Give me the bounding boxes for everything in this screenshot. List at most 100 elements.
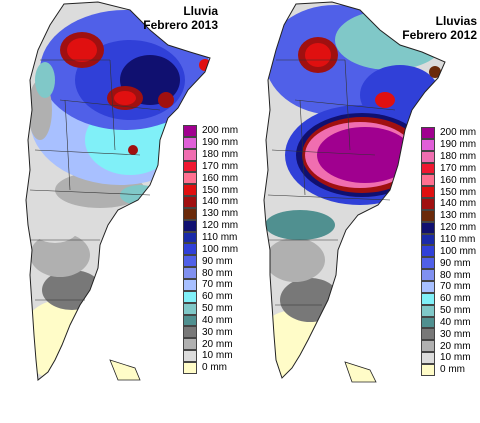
legend-swatch — [421, 257, 435, 270]
legend-row: 50 mm — [421, 304, 476, 317]
legend-row: 180 mm — [421, 150, 477, 163]
legend-row: 180 mm — [183, 148, 239, 161]
legend-row: 70 mm — [421, 280, 476, 293]
legend-label: 110 mm — [440, 234, 476, 246]
legend-label: 70 mm — [202, 279, 233, 291]
legend-label: 80 mm — [202, 267, 233, 279]
legend-label: 10 mm — [440, 352, 471, 364]
legend-row: 20 mm — [183, 338, 238, 351]
legend-swatch — [183, 219, 197, 232]
legend-label: 40 mm — [440, 316, 471, 328]
legend-label: 140 mm — [440, 198, 477, 210]
legend-row: 0 mm — [421, 363, 476, 376]
legend-label: 180 mm — [202, 149, 239, 161]
legend-row: 90 mm — [183, 255, 238, 268]
legend-label: 120 mm — [202, 220, 239, 232]
legend-row: 90 mm — [421, 257, 476, 270]
legend-swatch — [421, 340, 435, 353]
legend-swatch — [183, 338, 197, 351]
legend-row: 170 mm — [421, 162, 476, 175]
legend-row: 150 mm — [183, 184, 238, 197]
legend-label: 170 mm — [202, 160, 239, 172]
legend-row: 190 mm — [421, 138, 476, 151]
legend-2012: 200 mm 190 mm 180 mm 170 mm 160 mm 150 mm 140 … — [421, 127, 476, 376]
legend-label: 50 mm — [440, 305, 471, 317]
legend-swatch — [183, 267, 197, 279]
legend-row: 50 mm — [183, 302, 238, 315]
legend-swatch — [183, 326, 197, 339]
legend-swatch — [421, 127, 435, 139]
title-2012: Lluvias Febrero 2012 — [402, 14, 477, 42]
legend-row: 100 mm — [183, 243, 239, 256]
legend-row: 160 mm — [183, 172, 239, 185]
legend-row: 200 mm — [183, 125, 238, 137]
legend-swatch — [183, 196, 197, 208]
legend-swatch — [421, 174, 435, 187]
legend-swatch — [421, 198, 435, 210]
legend-row: 200 mm — [421, 127, 476, 139]
legend-row: 60 mm — [183, 290, 238, 303]
legend-label: 20 mm — [440, 340, 471, 352]
title-2013: Lluvia Febrero 2013 — [143, 4, 218, 32]
legend-label: 200 mm — [440, 127, 477, 139]
legend-swatch — [183, 243, 197, 256]
legend-row: 110 mm — [183, 231, 238, 244]
legend-swatch — [183, 278, 197, 291]
legend-row: 30 mm — [183, 326, 238, 339]
legend-row: 70 mm — [183, 278, 238, 291]
legend-swatch — [183, 350, 197, 362]
legend-label: 100 mm — [202, 243, 239, 255]
legend-label: 150 mm — [440, 186, 477, 198]
legend-swatch — [421, 352, 435, 364]
legend-swatch — [183, 314, 197, 327]
legend-label: 40 mm — [202, 314, 233, 326]
legend-swatch — [421, 316, 435, 329]
legend-swatch — [183, 184, 197, 197]
legend-row: 170 mm — [183, 160, 239, 173]
legend-swatch — [183, 207, 197, 220]
legend-label: 30 mm — [202, 326, 233, 338]
map-panel-february-2012: Lluvias Febrero 2012 200 mm 190 mm 180 mm 1… — [240, 0, 480, 423]
legend-row: 20 mm — [421, 340, 476, 353]
legend-swatch — [421, 245, 435, 258]
legend-row: 130 mm — [183, 207, 239, 220]
legend-label: 50 mm — [202, 303, 233, 315]
legend-swatch — [183, 231, 197, 244]
legend-row: 110 mm — [421, 233, 476, 246]
title-line-1: Lluvia — [183, 4, 218, 18]
legend-swatch — [421, 221, 435, 234]
legend-row: 30 mm — [421, 328, 476, 341]
legend-row: 160 mm — [421, 174, 476, 187]
legend-swatch — [421, 292, 435, 305]
legend-swatch — [421, 304, 435, 317]
legend-swatch — [421, 138, 435, 151]
legend-label: 180 mm — [440, 151, 477, 163]
legend-label: 60 mm — [202, 291, 233, 303]
legend-row: 80 mm — [183, 267, 238, 279]
map-panel-february-2013: Lluvia Febrero 2013 200 mm 190 mm 180 mm 17… — [25, 1, 238, 381]
legend-2013: 200 mm 190 mm 180 mm 170 mm 160 mm 150 mm 140 … — [183, 125, 238, 374]
legend-label: 10 mm — [202, 350, 233, 362]
legend-swatch — [421, 150, 435, 163]
legend-label: 140 mm — [202, 196, 239, 208]
legend-row: 140 mm — [183, 196, 238, 208]
legend-row: 150 mm — [421, 186, 477, 199]
legend-label: 100 mm — [440, 245, 477, 257]
legend-label: 110 mm — [202, 232, 238, 244]
legend-swatch — [421, 280, 435, 293]
legend-swatch — [183, 361, 197, 374]
legend-row: 0 mm — [183, 361, 238, 374]
legend-swatch — [183, 148, 197, 161]
legend-label: 130 mm — [440, 210, 477, 222]
legend-label: 60 mm — [440, 293, 471, 305]
legend-swatch — [421, 233, 435, 246]
legend-row: 10 mm — [421, 352, 476, 364]
title-line-2: Febrero 2012 — [402, 28, 477, 42]
legend-label: 130 mm — [202, 208, 239, 220]
legend-row: 190 mm — [183, 136, 238, 149]
title-line-2: Febrero 2013 — [143, 18, 218, 32]
legend-label: 90 mm — [202, 255, 233, 267]
legend-row: 130 mm — [421, 209, 477, 222]
legend-label: 160 mm — [202, 172, 239, 184]
legend-row: 40 mm — [183, 314, 238, 327]
